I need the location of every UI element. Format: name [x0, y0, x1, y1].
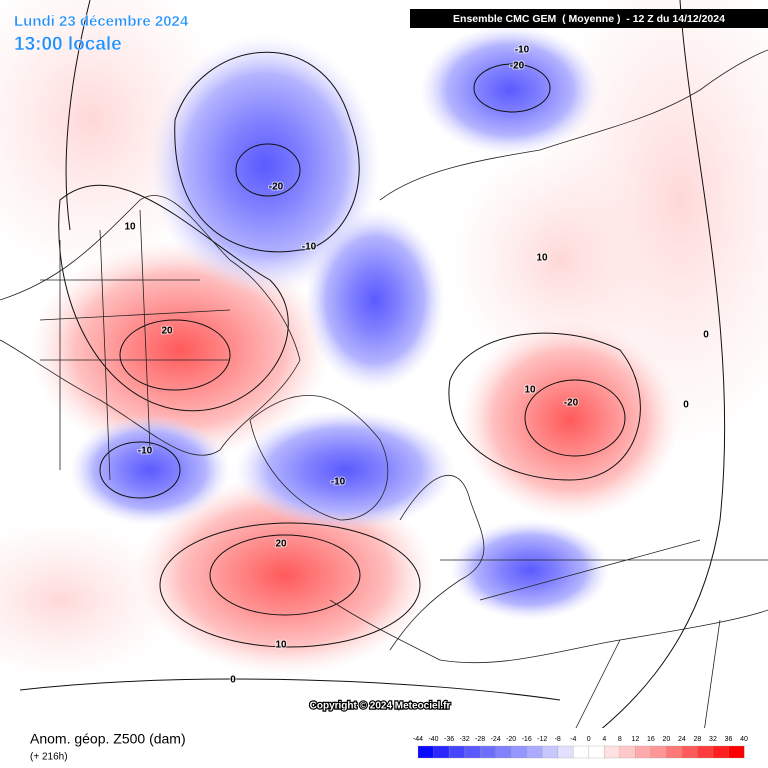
colorbar-cell: [728, 745, 745, 759]
colorbar-tick-label: -8: [555, 736, 561, 743]
valid-time: 13:00 locale: [14, 34, 122, 55]
valid-date: Lundi 23 décembre 2024: [14, 13, 189, 30]
contour-label: 10: [124, 222, 136, 233]
colorbar-tick-label: -16: [522, 736, 532, 743]
colorbar-cell: [510, 745, 528, 759]
contour-label: -10: [302, 242, 317, 253]
colorbar-cell: [604, 745, 621, 759]
contour-label: -10: [138, 446, 153, 457]
colorbar-tick-label: -36: [444, 736, 454, 743]
colorbar-tick-label: -28: [475, 736, 485, 743]
contour-label: 10: [275, 640, 287, 651]
colorbar-cell: [650, 745, 667, 759]
colorbar-tick-label: 32: [709, 736, 717, 743]
colorbar-cell: [573, 745, 590, 759]
colorbar-tick-label: -44: [413, 736, 423, 743]
colorbar-tick-label: 16: [647, 736, 655, 743]
contour-label: -10: [515, 45, 530, 56]
colorbar-cell: [619, 745, 636, 759]
contour-label: -20: [564, 398, 579, 409]
colorbar-cell: [588, 745, 605, 759]
colorbar-cell: [526, 745, 543, 759]
contour-label: -10: [331, 477, 346, 488]
colorbar-tick-label: -32: [460, 736, 470, 743]
colorbar-tick-label: -4: [570, 736, 576, 743]
lead-time: (+ 216h): [30, 752, 68, 763]
colorbar-cell: [697, 745, 714, 759]
contour-label: 0: [230, 675, 236, 686]
colorbar-cell: [479, 745, 497, 759]
contour-label: -20: [510, 61, 525, 72]
colorbar-cell: [666, 745, 683, 759]
colorbar-tick-label: 40: [740, 736, 748, 743]
contour-label: 20: [161, 326, 173, 337]
contour-label: 0: [703, 330, 709, 341]
colorbar-tick-label: 24: [678, 736, 686, 743]
coastlines: [0, 49, 768, 761]
field-title: Anom. géop. Z500 (dam): [30, 731, 186, 747]
colorbar-cell: [495, 745, 512, 759]
contour-label: -20: [269, 182, 284, 193]
isolines: [19, 0, 726, 761]
colorbar-tick-label: -40: [428, 736, 438, 743]
colorbar-cell: [557, 745, 574, 759]
colorbar-cell: [712, 745, 729, 759]
colorbar-tick-label: 0: [587, 736, 591, 743]
model-banner: [410, 9, 768, 28]
colorbar-tick-label: 20: [662, 736, 670, 743]
colorbar-tick-label: 36: [725, 736, 733, 743]
colorbar: -44 -40 -36 -32 -28 -24 -20 -16 -12 -8 -4 0 4 8 12 16 20…: [413, 736, 748, 759]
colorbar-tick-label: -20: [506, 736, 516, 743]
colorbar-tick-label: 4: [602, 736, 606, 743]
colorbar-cell: [417, 745, 434, 759]
colorbar-tick-label: 8: [618, 736, 622, 743]
model-run: Ensemble CMC GEM ( Moyenne ) - 12 Z du 1…: [453, 13, 725, 25]
colorbar-cell: [448, 745, 466, 759]
colorbar-tick-label: 28: [694, 736, 702, 743]
contour-label: 0: [683, 400, 689, 411]
colorbar-cell: [433, 745, 450, 759]
contour-label: 20: [275, 539, 287, 550]
colorbar-cell: [464, 745, 481, 759]
colorbar-tick-label: -12: [537, 736, 547, 743]
copyright: Copyright © 2024 Meteociel.fr: [310, 701, 451, 712]
anomaly-field: [0, 0, 768, 680]
colorbar-cell: [542, 745, 559, 759]
contour-labels: -10 -20 -20 10 -10 10 20 0 10 -20 0 -10 -10 20 10 0: [123, 44, 710, 687]
contour-label: 10: [536, 253, 548, 264]
colorbar-cell: [635, 745, 652, 759]
contour-label: 10: [524, 385, 536, 396]
colorbar-tick-label: 12: [631, 736, 639, 743]
colorbar-cell: [681, 745, 698, 759]
colorbar-tick-label: -24: [491, 736, 501, 743]
